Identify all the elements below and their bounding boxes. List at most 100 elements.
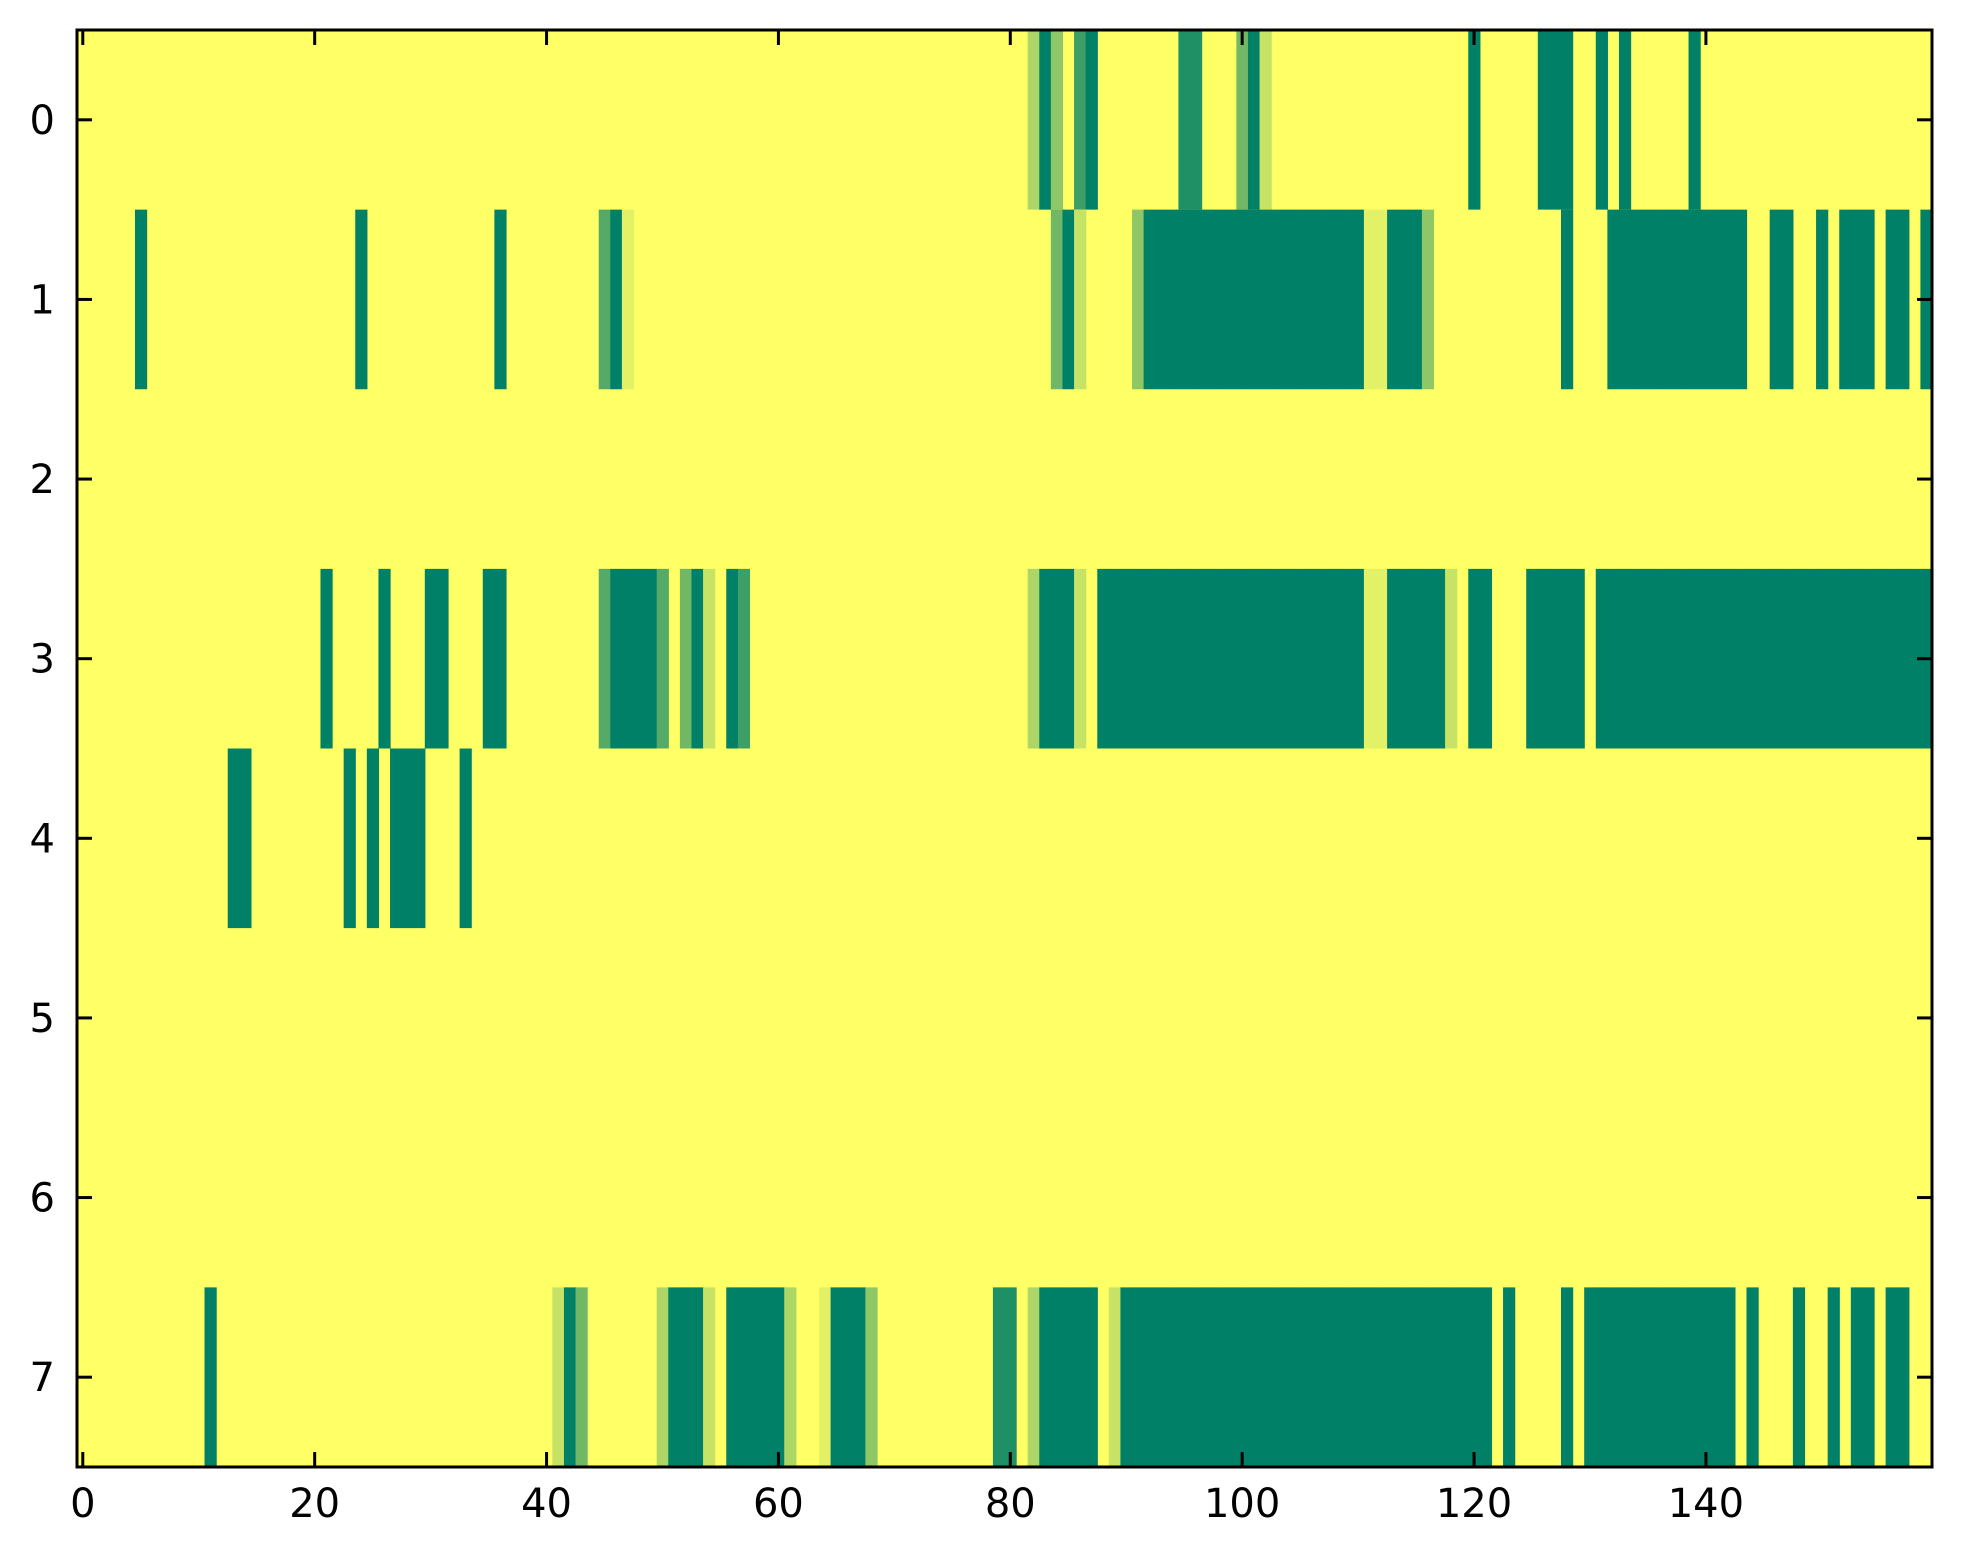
heatmap-cell-r7-c68 — [865, 1287, 878, 1467]
heatmap-cell-r7-c58 — [749, 1287, 762, 1467]
heatmap-cell-r3-c89 — [1108, 568, 1122, 749]
y-tick-label: 4 — [30, 816, 55, 862]
heatmap-cell-r3-c148 — [1792, 568, 1806, 749]
heatmap-cell-r7-c103 — [1271, 1287, 1284, 1467]
heatmap-cell-r1-c91 — [1132, 209, 1145, 390]
heatmap-cell-r0-c82 — [1027, 30, 1040, 210]
heatmap-cell-r7-c86 — [1074, 1287, 1087, 1467]
heatmap-cell-r3-c94 — [1166, 568, 1180, 749]
heatmap-cell-r3-c133 — [1618, 568, 1632, 749]
heatmap-cell-r1-c102 — [1259, 209, 1272, 390]
x-tick-label: 80 — [985, 1481, 1036, 1527]
heatmap-cell-r3-c135 — [1642, 568, 1655, 749]
heatmap-cell-r3-c26 — [378, 568, 391, 749]
heatmap-cell-r7-c60 — [772, 1287, 785, 1467]
x-tick-label: 20 — [289, 1481, 340, 1527]
heatmap-cell-r3-c115 — [1410, 568, 1423, 749]
heatmap-cell-r7-c120 — [1468, 1287, 1481, 1467]
heatmap-cell-r7-c112 — [1375, 1287, 1388, 1467]
heatmap-cell-r4-c29 — [413, 748, 426, 929]
heatmap-cell-r0-c127 — [1549, 30, 1562, 210]
x-tick-label: 100 — [1204, 1481, 1280, 1527]
heatmap-cell-r3-c110 — [1352, 568, 1365, 749]
heatmap-cell-r4-c33 — [459, 748, 472, 929]
axis-ticks — [77, 30, 1932, 1467]
heatmap-cell-r0-c120 — [1468, 30, 1481, 210]
heatmap-cell-r1-c132 — [1607, 209, 1620, 390]
heatmap-cell-r3-c141 — [1711, 568, 1724, 749]
heatmap-cell-r1-c93 — [1155, 209, 1168, 390]
heatmap-cell-r3-c128 — [1561, 568, 1574, 749]
heatmap-cell-r3-c129 — [1572, 568, 1585, 749]
heatmap-cell-r7-c80 — [1004, 1287, 1017, 1467]
heatmap-cell-r1-c156 — [1885, 209, 1898, 390]
heatmap-cell-r1-c153 — [1850, 209, 1864, 390]
heatmap-cell-r1-c24 — [355, 209, 368, 390]
heatmap-cell-r7-c111 — [1363, 1287, 1377, 1467]
heatmap-cell-r7-c51 — [668, 1287, 681, 1467]
heatmap-cell-r3-c151 — [1827, 568, 1840, 749]
heatmap-cell-r3-c120 — [1468, 568, 1481, 749]
heatmap-cell-r1-c84 — [1050, 209, 1064, 390]
heatmap-cell-r3-c36 — [494, 568, 507, 749]
heatmap-cell-r3-c31 — [436, 568, 449, 749]
heatmap-cell-r7-c85 — [1062, 1287, 1075, 1467]
heatmap-cell-r0-c96 — [1190, 30, 1203, 210]
heatmap-cell-r1-c92 — [1143, 209, 1156, 390]
heatmap-cell-r3-c118 — [1445, 568, 1458, 749]
heatmap-cell-r3-c150 — [1816, 568, 1829, 749]
heatmap-cell-r3-c155 — [1874, 568, 1887, 749]
heatmap-cell-r1-c134 — [1630, 209, 1643, 390]
x-tick-label: 140 — [1668, 1481, 1744, 1527]
heatmap-cell-r3-c142 — [1723, 568, 1736, 749]
heatmap-cell-r3-c145 — [1758, 568, 1771, 749]
heatmap-cell-r7-c102 — [1259, 1287, 1272, 1467]
heatmap-cell-r7-c53 — [691, 1287, 704, 1467]
heatmap-cell-r1-c95 — [1178, 209, 1191, 390]
heatmap-cell-r0-c133 — [1618, 30, 1632, 210]
heatmap-cell-r3-c102 — [1259, 568, 1272, 749]
heatmap-cell-r3-c21 — [320, 568, 333, 749]
heatmap-cell-r7-c107 — [1317, 1287, 1330, 1467]
heatmap-cell-r3-c47 — [621, 568, 635, 749]
heatmap-cell-r0-c87 — [1085, 30, 1098, 210]
heatmap-cell-r7-c57 — [737, 1287, 751, 1467]
heatmap-cell-r0-c139 — [1688, 30, 1701, 210]
heatmap-cell-r4-c27 — [390, 748, 403, 929]
heatmap-cell-r1-c141 — [1711, 209, 1724, 390]
heatmap-cell-r1-c86 — [1074, 209, 1087, 390]
heatmap-cell-r1-c111 — [1363, 209, 1377, 390]
heatmap-cell-r7-c87 — [1085, 1287, 1098, 1467]
heatmap-cell-r1-c101 — [1247, 209, 1261, 390]
heatmap-cell-r7-c157 — [1897, 1287, 1910, 1467]
heatmap-cell-r3-c107 — [1317, 568, 1330, 749]
heatmap-cell-r7-c133 — [1618, 1287, 1632, 1467]
heatmap-cell-r3-c106 — [1305, 568, 1319, 749]
heatmap-cell-r3-c103 — [1271, 568, 1284, 749]
heatmap-cell-r7-c106 — [1305, 1287, 1319, 1467]
y-tick-label: 3 — [30, 637, 55, 683]
heatmap-cell-r7-c134 — [1630, 1287, 1643, 1467]
heatmap-cell-r1-c140 — [1700, 209, 1713, 390]
heatmap-cell-r1-c150 — [1816, 209, 1829, 390]
heatmap-cell-r7-c100 — [1236, 1287, 1249, 1467]
y-tick-label: 1 — [30, 277, 55, 323]
heatmap-cell-r3-c111 — [1363, 568, 1377, 749]
heatmap-cell-r7-c82 — [1027, 1287, 1040, 1467]
heatmap-cell-r7-c98 — [1213, 1287, 1226, 1467]
heatmap-cell-r3-c108 — [1329, 568, 1342, 749]
heatmap-cell-r1-c100 — [1236, 209, 1249, 390]
heatmap-cell-r3-c147 — [1781, 568, 1794, 749]
heatmap-cell-r3-c90 — [1120, 568, 1133, 749]
heatmap-cell-r1-c133 — [1618, 209, 1632, 390]
heatmap-cell-r3-c139 — [1688, 568, 1701, 749]
heatmap-cell-r1-c96 — [1190, 209, 1203, 390]
heatmap-cell-r1-c138 — [1676, 209, 1690, 390]
axes-frame — [75, 28, 1934, 1469]
heatmap-cell-r1-c105 — [1294, 209, 1307, 390]
heatmap-cell-r3-c109 — [1340, 568, 1353, 749]
heatmap-cell-r7-c130 — [1584, 1287, 1597, 1467]
heatmap-cell-r3-c49 — [645, 568, 658, 749]
heatmap-cell-r7-c128 — [1561, 1287, 1574, 1467]
